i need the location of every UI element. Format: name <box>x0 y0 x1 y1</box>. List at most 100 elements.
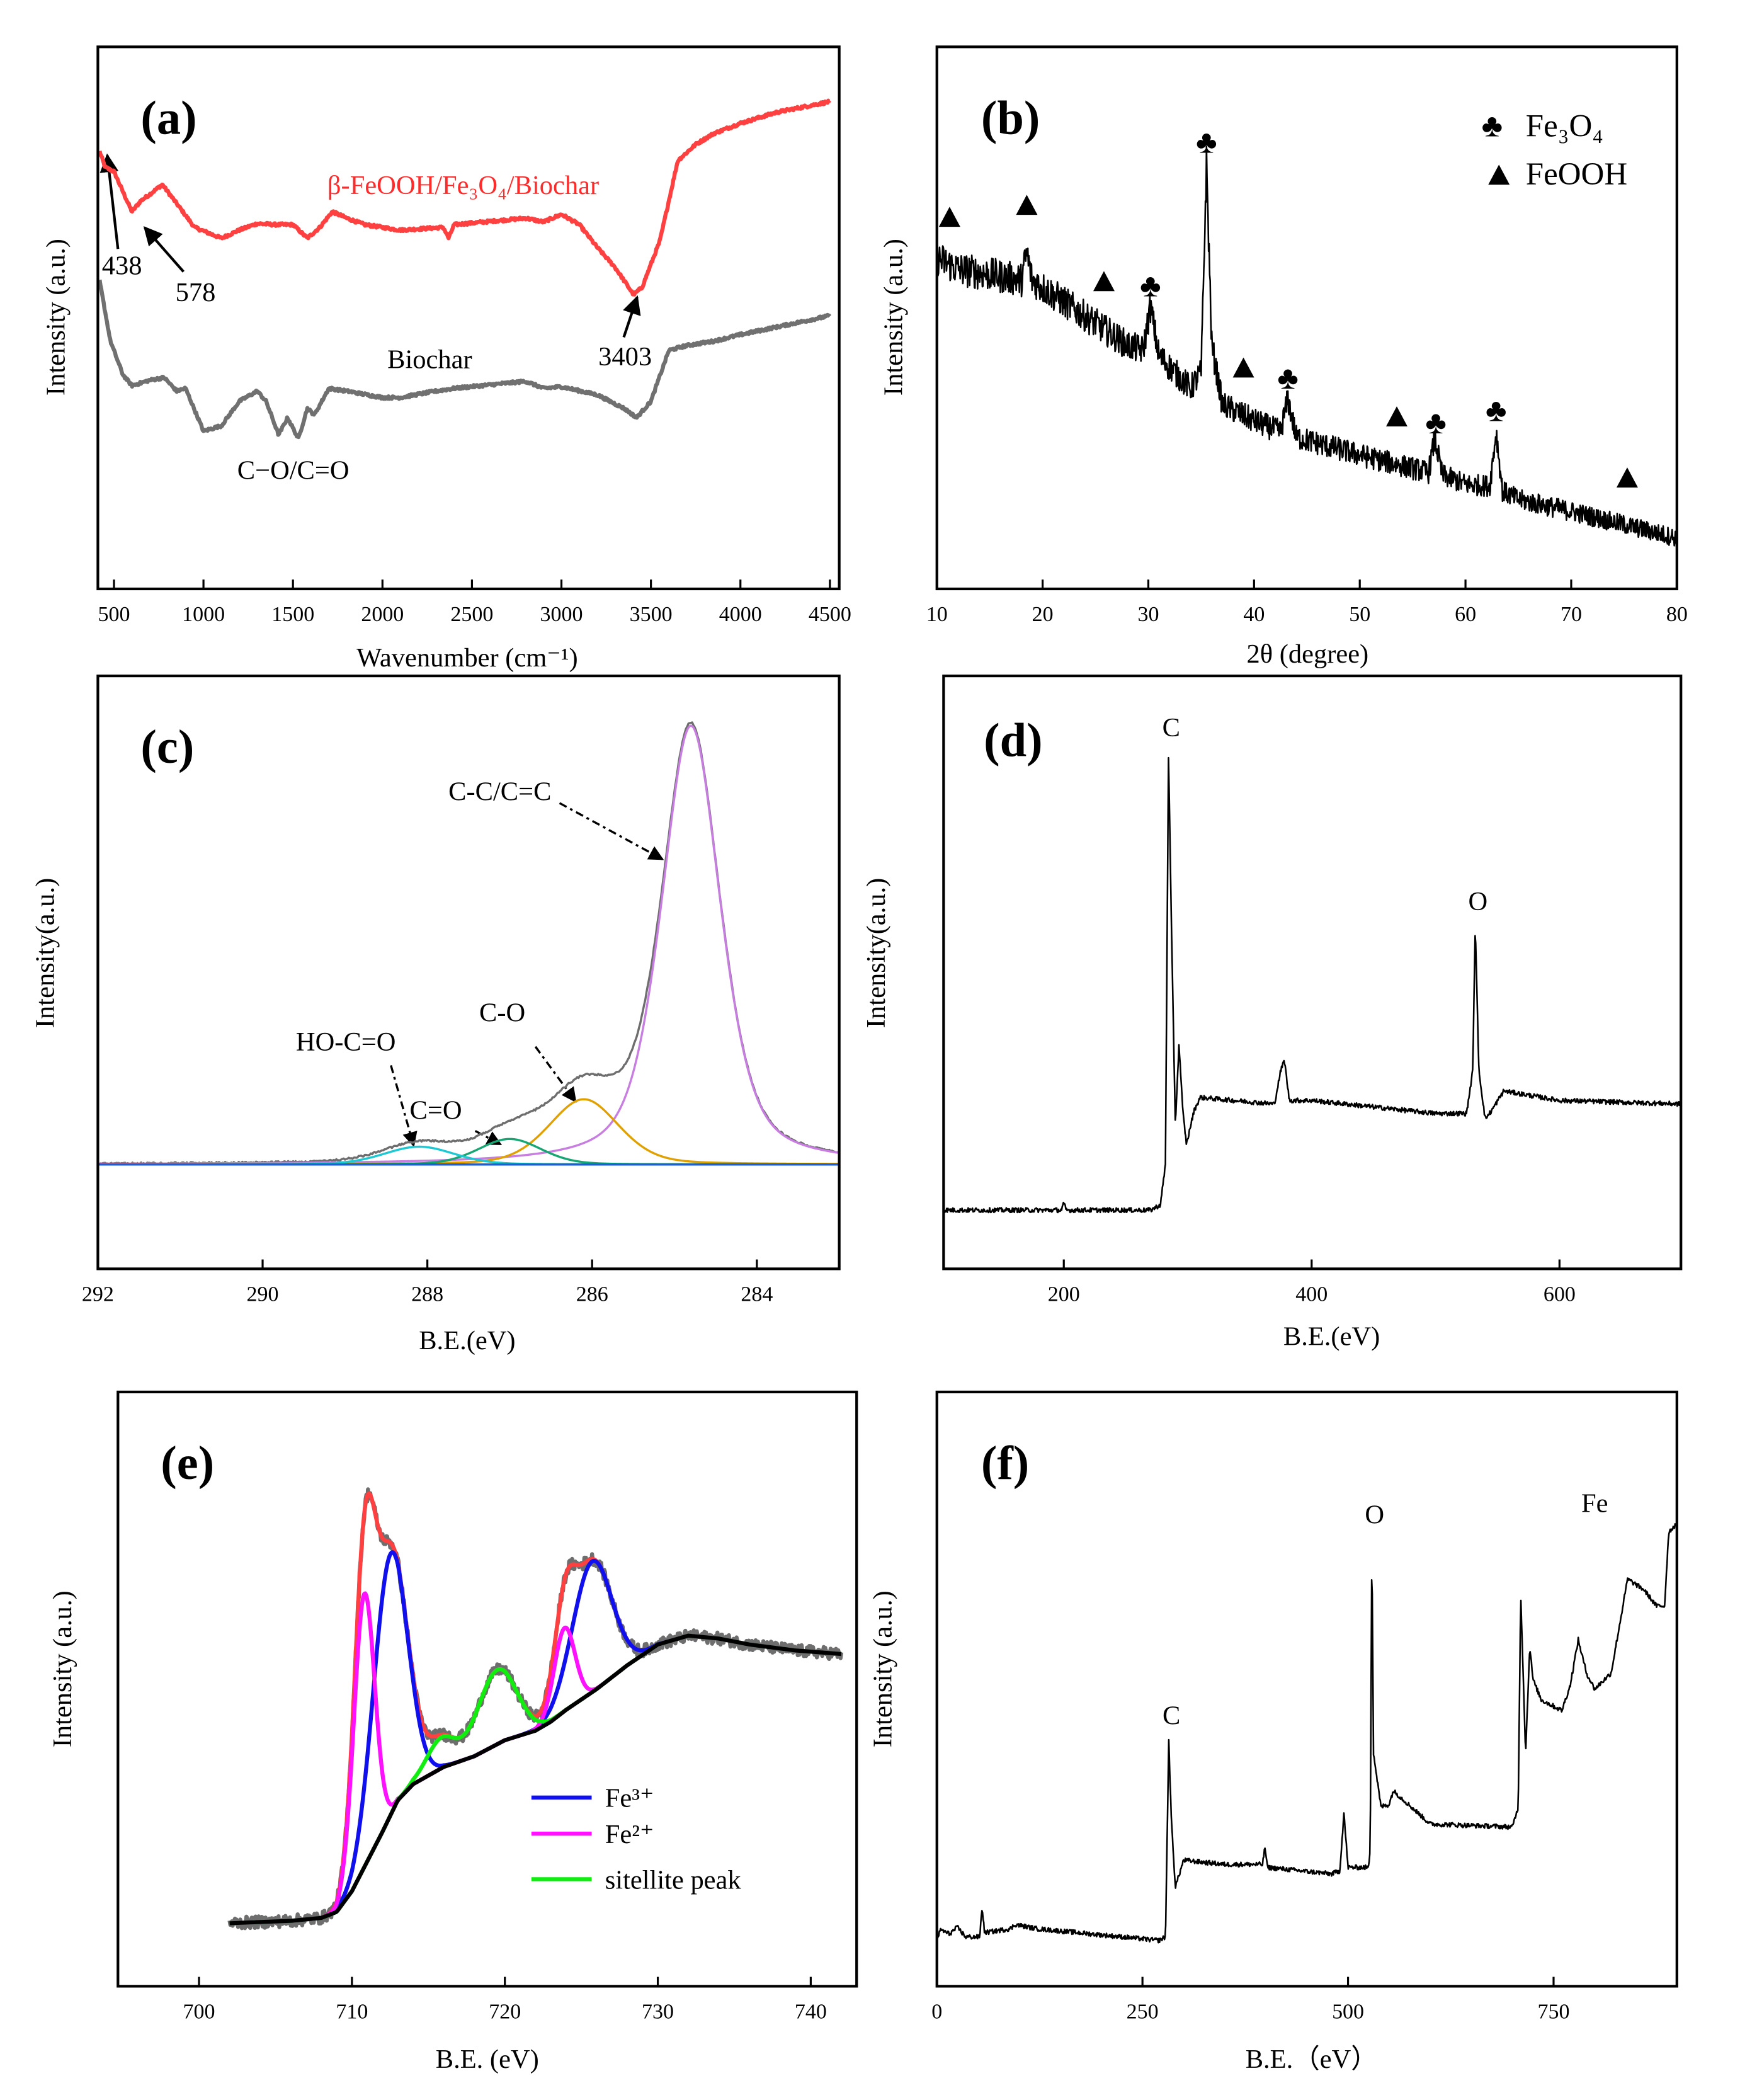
club-icon: ♣ <box>1482 109 1503 144</box>
series-line-1 <box>98 279 832 440</box>
x-tick-label: 2000 <box>361 603 404 626</box>
x-tick-label: 600 <box>1544 1282 1576 1306</box>
triangle-icon <box>1093 271 1115 292</box>
club-icon: ♣ <box>1425 406 1446 441</box>
panel-c-c1s: (c) B.E.(eV) Intensity(a.u.) C-C/C=C C-O… <box>30 674 841 1355</box>
annotation-3403: 3403 <box>598 342 652 372</box>
series-line-0 <box>943 756 1682 1214</box>
peak-label-fe: Fe <box>1581 1488 1608 1518</box>
peak-label-c: C <box>1163 1701 1180 1730</box>
series-line-0 <box>936 145 1678 547</box>
plot-frame <box>935 1390 1678 1988</box>
series-label-composite: β-FeOOH/Fe₃O₄/Biochar <box>327 171 599 200</box>
x-tick-label: 1000 <box>182 603 225 626</box>
x-axis-label: B.E. (eV) <box>436 2045 539 2074</box>
x-tick-label: 50 <box>1349 603 1370 626</box>
panel-f-survey-composite: (f) B.E.（eV） Intensity (a.u.) C O Fe 0 250 50… <box>868 1390 1678 2074</box>
x-tick-label: 740 <box>795 2000 827 2023</box>
panel-label: (c) <box>140 720 194 773</box>
fit-envelope-line <box>229 1492 843 1926</box>
plot-frame <box>96 45 841 591</box>
x-tick-label: 30 <box>1137 603 1159 626</box>
background-line <box>229 1633 842 1926</box>
panel-label: (a) <box>140 91 196 144</box>
arrow-co <box>534 1046 577 1103</box>
club-icon: ♣ <box>1140 268 1161 304</box>
legend: ♣ Fe₃O₄ FeOOH <box>1482 109 1628 192</box>
x-axis-label: 2θ (degree) <box>1246 639 1368 669</box>
raw-spectrum-line <box>227 1487 844 1931</box>
x-tick-label: 700 <box>183 2000 215 2023</box>
x-tick-label: 720 <box>489 2000 521 2023</box>
triangle-icon <box>1385 406 1407 426</box>
arrow-cc <box>559 802 664 860</box>
club-icon: ♣ <box>1196 125 1217 160</box>
x-tick-label: 286 <box>576 1282 608 1306</box>
series-line-0 <box>936 1521 1678 1944</box>
triangle-icon <box>1232 357 1254 378</box>
triangle-icon <box>1016 195 1038 215</box>
x-tick-label: 400 <box>1295 1282 1328 1306</box>
x-axis-label: B.E.(eV) <box>419 1326 515 1355</box>
x-tick-label: 10 <box>926 603 948 626</box>
x-tick-label: 710 <box>336 2000 368 2023</box>
legend-label-1: Fe²⁺ <box>605 1820 654 1849</box>
component-line-0 <box>229 1550 843 1926</box>
peak-label-o: O <box>1365 1500 1384 1529</box>
triangle-icon <box>1488 164 1510 185</box>
panel-a-ftir: (a) Wavenumber (cm⁻¹) Intensity (a.u.) β… <box>41 45 851 673</box>
x-tick-label: 60 <box>1455 603 1476 626</box>
x-tick-label: 3500 <box>630 603 673 626</box>
arrow-578 <box>143 226 185 273</box>
x-tick-label: 40 <box>1243 603 1265 626</box>
panel-label: (d) <box>984 714 1042 767</box>
x-tick-label: 4500 <box>809 603 851 626</box>
club-icon: ♣ <box>1277 361 1298 396</box>
x-tick-label: 70 <box>1561 603 1582 626</box>
annotation-co: C-O <box>479 998 525 1027</box>
y-axis-label: Intensity(a.u.) <box>861 878 891 1028</box>
x-tick-label: 730 <box>642 2000 674 2023</box>
arrow-3403 <box>622 295 641 338</box>
x-tick-label: 500 <box>98 603 130 626</box>
legend-label-2: sitellite peak <box>605 1865 742 1895</box>
x-tick-label: 290 <box>247 1282 279 1306</box>
x-tick-label: 2500 <box>450 603 493 626</box>
x-tick-label: 20 <box>1032 603 1054 626</box>
x-tick-label: 3000 <box>540 603 583 626</box>
panel-d-survey-biochar: (d) B.E.(eV) Intensity(a.u.) C O 200 400 600 <box>861 674 1683 1352</box>
x-tick-label: 1500 <box>271 603 314 626</box>
series-label-biochar: Biochar <box>387 345 472 374</box>
plot-frame <box>942 674 1683 1270</box>
x-axis-label: B.E.(eV) <box>1283 1322 1380 1352</box>
x-axis-label: B.E.（eV） <box>1246 2045 1378 2074</box>
triangle-icon <box>1616 467 1638 488</box>
y-axis-label: Intensity (a.u.) <box>48 1590 77 1747</box>
series-line-0 <box>98 98 831 297</box>
component-line-2 <box>98 1138 839 1166</box>
x-tick-label: 288 <box>411 1282 443 1306</box>
peak-label-o: O <box>1468 887 1487 916</box>
y-axis-label: Intensity (a.u.) <box>41 239 71 396</box>
x-tick-label: 500 <box>1332 2000 1364 2023</box>
x-tick-label: 4000 <box>719 603 762 626</box>
annotation-co-band: C−O/C=O <box>237 456 350 486</box>
annotation-c-double-o: C=O <box>410 1095 462 1125</box>
panel-e-fe2p: (e) B.E. (eV) Intensity (a.u.) Fe³⁺ Fe²⁺ s… <box>48 1390 858 2074</box>
panel-label: (e) <box>161 1436 214 1490</box>
x-tick-label: 200 <box>1048 1282 1080 1306</box>
club-icon: ♣ <box>1486 393 1506 428</box>
legend-label-feooh: FeOOH <box>1526 157 1627 192</box>
plot-frame <box>96 674 841 1270</box>
x-tick-label: 284 <box>741 1282 773 1306</box>
arrow-carboxyl <box>390 1064 418 1148</box>
x-tick-label: 250 <box>1127 2000 1159 2023</box>
peak-label-c: C <box>1163 713 1180 743</box>
legend-label-0: Fe³⁺ <box>605 1784 654 1813</box>
triangle-icon <box>938 207 960 227</box>
panel-label: (b) <box>981 91 1040 144</box>
y-axis-label: Intensity (a.u.) <box>879 239 908 396</box>
annotation-carboxyl: HO-C=O <box>296 1027 396 1057</box>
x-tick-label: 292 <box>82 1282 114 1306</box>
